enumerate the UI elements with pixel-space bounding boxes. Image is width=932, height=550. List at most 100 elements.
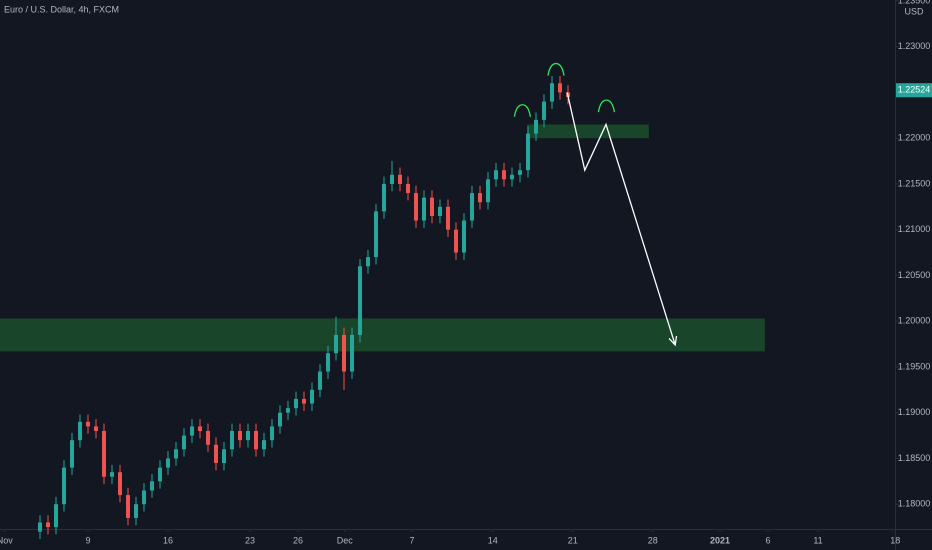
candle-body: [270, 426, 274, 441]
candle-body: [246, 431, 250, 441]
candle-body: [254, 431, 258, 450]
zone: [527, 124, 649, 139]
candle-body: [382, 183, 386, 212]
candle-body: [102, 431, 106, 477]
chart-title: Euro / U.S. Dollar, 4h, FXCM: [4, 4, 119, 14]
y-tick-label: 1.21000: [898, 224, 931, 234]
candle-body: [358, 266, 362, 335]
candle-body: [374, 211, 378, 258]
candle-body: [174, 449, 178, 459]
candle-body: [230, 431, 234, 450]
candle-body: [38, 522, 42, 532]
x-tick-label: 7: [409, 535, 414, 545]
candle-body: [46, 522, 50, 528]
projection-arrow: [566, 92, 676, 346]
pattern-arc: [513, 104, 532, 117]
x-tick-label: 16: [163, 535, 173, 545]
y-tick-label: 1.19500: [898, 361, 931, 371]
y-tick-label: 1.20000: [898, 316, 931, 326]
x-tick-label: 21: [568, 535, 578, 545]
candle-body: [438, 206, 442, 216]
y-tick-label: 1.23000: [898, 41, 931, 51]
y-tick-label: 1.19000: [898, 407, 931, 417]
zone: [0, 318, 765, 352]
candle-body: [126, 495, 130, 518]
candle-body: [414, 193, 418, 221]
candle-body: [62, 467, 66, 505]
candle-body: [134, 504, 138, 518]
candle-body: [462, 220, 466, 253]
candle-body: [286, 408, 290, 413]
candle-body: [166, 458, 170, 468]
y-tick-label: 1.18500: [898, 453, 931, 463]
candle-body: [94, 426, 98, 432]
candle-body: [206, 431, 210, 445]
candle-body: [326, 353, 330, 372]
candle-body: [454, 229, 458, 253]
candle-body: [150, 481, 154, 491]
plot-layer: [0, 62, 765, 539]
candle-body: [302, 398, 306, 404]
candle-body: [318, 371, 322, 390]
candle-body: [526, 133, 530, 171]
x-tick-label: Dec: [337, 535, 354, 545]
candle-body: [190, 426, 194, 436]
candle-body: [294, 398, 298, 409]
candle-body: [390, 174, 394, 184]
pattern-arc: [547, 62, 565, 76]
y-tick-label: 1.23500: [898, 0, 931, 5]
candle-body: [198, 426, 202, 432]
candle-body: [262, 440, 266, 450]
candle-body: [334, 334, 338, 354]
candle-body: [86, 421, 90, 427]
y-tick-label: 1.18000: [898, 499, 931, 509]
candle-body: [510, 174, 514, 180]
candle-body: [238, 431, 242, 441]
candle-body: [350, 334, 354, 372]
candle-body: [470, 193, 474, 221]
candle-body: [158, 467, 162, 482]
candle-body: [222, 449, 226, 464]
x-tick-label: 11: [813, 535, 822, 545]
candle-body: [78, 421, 82, 441]
candle-body: [366, 257, 370, 267]
candle-body: [542, 101, 546, 120]
candle-body: [118, 472, 122, 496]
candle-body: [422, 197, 426, 221]
x-tick-label: Nov: [0, 535, 13, 545]
candle-body: [430, 197, 434, 216]
candle-body: [310, 389, 314, 404]
candle-body: [406, 183, 410, 194]
candle-body: [478, 193, 482, 203]
candle-body: [278, 412, 282, 427]
last-price-box: [896, 83, 932, 98]
candle-body: [142, 490, 146, 505]
x-tick-label: 9: [85, 535, 90, 545]
x-tick-label: 28: [648, 535, 658, 545]
candle-body: [550, 83, 554, 102]
candle-body: [558, 83, 562, 93]
currency-label: USD: [904, 6, 924, 16]
x-tick-label: 23: [245, 535, 255, 545]
x-tick-label: 14: [488, 535, 498, 545]
x-tick-label: 18: [890, 535, 900, 545]
candle-body: [110, 472, 114, 477]
y-tick-label: 1.20500: [898, 270, 931, 280]
y-tick-label: 1.21500: [898, 178, 931, 188]
x-tick-label: 26: [293, 535, 303, 545]
y-tick-label: 1.22000: [898, 133, 931, 143]
candle-body: [182, 435, 186, 450]
x-tick-label: 6: [765, 535, 770, 545]
candle-body: [534, 119, 538, 134]
arrow-head: [668, 335, 678, 347]
candle-body: [494, 170, 498, 180]
x-tick-label: 2021: [710, 535, 730, 545]
candle-body: [54, 504, 58, 528]
candle-body: [502, 170, 506, 180]
candle-body: [214, 444, 218, 464]
last-price-label: 1.22524: [898, 85, 931, 95]
candle-body: [486, 179, 490, 203]
